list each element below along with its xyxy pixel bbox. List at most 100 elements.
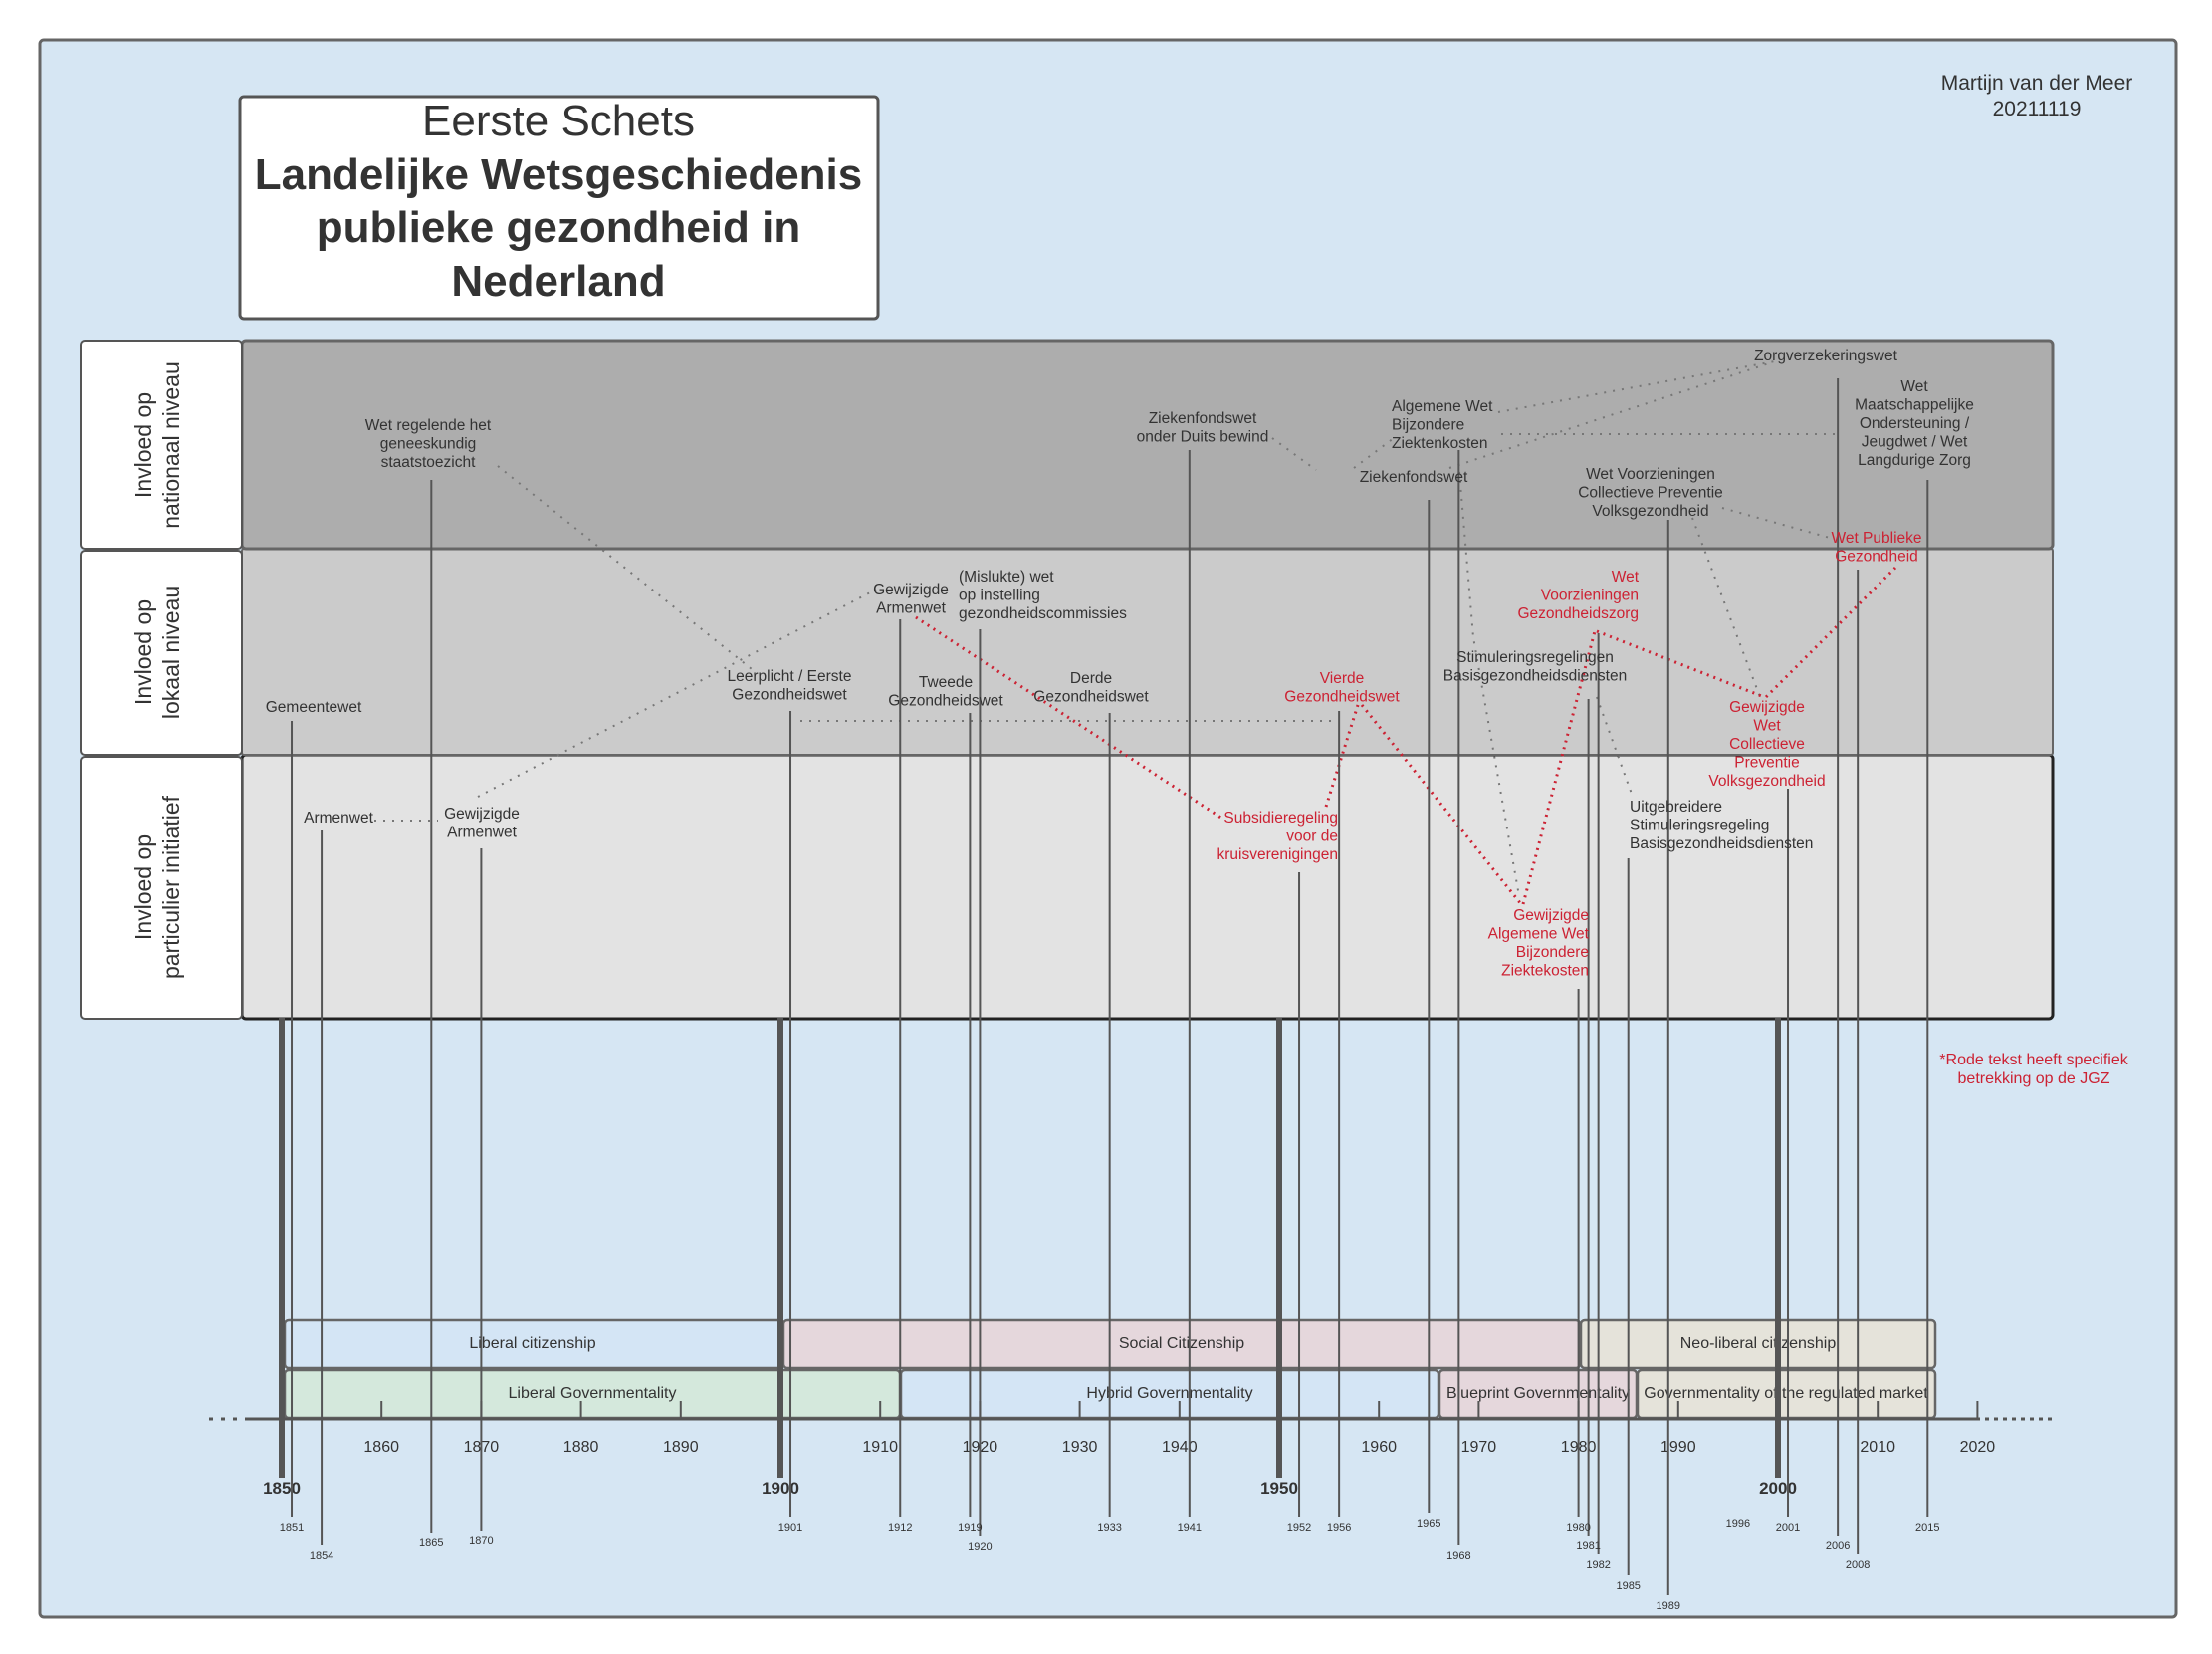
row-label-national-1: Invloed op (130, 392, 156, 498)
event-label: Voorzieningen (1541, 588, 1639, 604)
title-line-4: Nederland (451, 257, 665, 306)
decade-tick-label: 1880 (563, 1439, 599, 1456)
event-label: Basisgezondheidsdiensten (1630, 835, 1813, 852)
row-label-national-2: nationaal niveau (158, 361, 184, 529)
period-label-social-citizenship: Social Citizenship (1119, 1335, 1244, 1352)
row-label-box-national (80, 340, 243, 550)
event-label: Bijzondere (1392, 417, 1464, 434)
event-year-label: 1985 (1616, 1580, 1640, 1592)
event-label: Gezondheid (1835, 549, 1918, 566)
event-year-label: 1968 (1446, 1550, 1470, 1562)
event-labels: 1865 Wet regelende het geneeskundigstaatst… (266, 348, 1974, 1612)
event-lines (291, 378, 1929, 1595)
event-year-label: 1996 (1726, 1518, 1750, 1530)
event-year-label: 1941 (1178, 1522, 1202, 1534)
event-year-label: 1965 (1417, 1518, 1440, 1530)
event-label: onder Duits bewind (1137, 429, 1269, 446)
event-year-label: 1920 (968, 1541, 992, 1553)
event-year-label: 2001 (1776, 1522, 1800, 1534)
event-label: Ziektenkosten (1392, 435, 1488, 452)
event-year-label: 1989 (1657, 1600, 1680, 1612)
row-label-local-1: Invloed op (130, 599, 156, 705)
connector-1870-1912 (477, 589, 877, 798)
event-label: Wet (1753, 718, 1781, 735)
period-label-liberal-citizenship: Liberal citizenship (469, 1335, 595, 1352)
event-label: Volksgezondheid (1592, 503, 1708, 520)
major-tick-label: 2000 (1759, 1479, 1797, 1498)
event-label: Wet (1612, 569, 1640, 586)
band-private (240, 753, 2055, 1021)
period-label-blueprint-governmentality: Blueprint Governmentality (1446, 1385, 1630, 1402)
period-label-neoliberal-citizenship: Neo-liberal citizenship (1680, 1335, 1837, 1352)
event-label: Maatschappelijke (1855, 397, 1974, 414)
event-label: Armenwet (876, 600, 946, 617)
event-label: Gezondheidswet (1033, 689, 1149, 706)
event-label: kruisverenigingen (1217, 846, 1339, 863)
event-label: Gewijzigde (873, 582, 949, 598)
title-box (238, 95, 880, 321)
event-year-label: 1933 (1097, 1522, 1121, 1534)
event-year-label: 2015 (1915, 1522, 1939, 1534)
event-label: Gezondheidswet (1284, 689, 1400, 706)
event-label: Gezondheidswet (888, 693, 1003, 710)
event-year-label: 1919 (958, 1522, 982, 1534)
event-label: Wet Voorzieningen (1586, 466, 1715, 483)
event-label: Subsidieregeling (1223, 810, 1338, 827)
author-name: Martijn van der Meer (1941, 72, 2133, 95)
row-label-private-1: Invloed op (130, 834, 156, 940)
event-label: Wet regelende het (365, 417, 492, 434)
event-label: staatstoezicht (381, 454, 476, 471)
period-label-liberal-governmentality: Liberal Governmentality (509, 1385, 677, 1402)
event-year-label: 1952 (1287, 1522, 1311, 1534)
event-label: Uitgebreidere (1630, 799, 1722, 816)
decade-tick-label: 1940 (1162, 1439, 1198, 1456)
event-label: Ziekenfondswet (1149, 410, 1257, 427)
period-neoliberal-citizenship (1579, 1318, 1937, 1370)
event-label: Zorgverzekeringswet (1754, 348, 1898, 364)
connector-1968-1980 (1458, 471, 1520, 897)
event-year-label: 1956 (1327, 1522, 1351, 1534)
title-line-1: Eerste Schets (422, 97, 695, 145)
event-label: Wet Publieke (1831, 530, 1921, 547)
event-label: Jeugdwet / Wet (1862, 434, 1968, 451)
band-local (241, 548, 2054, 756)
event-label: Langdurige Zorg (1858, 452, 1971, 469)
event-label: Ziektekosten (1501, 963, 1589, 980)
event-year-label: 1901 (778, 1522, 802, 1534)
row-label-local-2: lokaal niveau (158, 586, 184, 719)
major-tick-label: 1900 (762, 1479, 799, 1498)
event-label: (Mislukte) wet (959, 569, 1054, 586)
event-year-label: 1912 (888, 1522, 912, 1534)
connector-red-2001-2008 (1764, 566, 1897, 699)
event-label: Algemene Wet (1392, 398, 1493, 415)
event-label: Basisgezondheidsdiensten (1443, 668, 1627, 685)
author-date: 20211119 (1993, 98, 2082, 120)
event-year-label: 2006 (1826, 1540, 1850, 1552)
event-year-label: 1980 (1566, 1522, 1590, 1534)
connectors-gray (374, 359, 1840, 897)
event-label: Tweede (919, 674, 973, 691)
event-label: Bijzondere (1516, 944, 1589, 961)
event-label: Gewijzigde (444, 806, 520, 823)
decade-tick-label: 1860 (363, 1439, 399, 1456)
event-label: op instelling (959, 588, 1040, 604)
decade-tick-label: 2020 (1960, 1439, 1996, 1456)
row-label-box-local (80, 550, 243, 756)
event-label: Gewijzigde (1513, 907, 1589, 924)
event-year-label: 1982 (1586, 1559, 1610, 1571)
decade-tick-label: 1910 (862, 1439, 898, 1456)
event-label: Gezondheidswet (732, 687, 847, 704)
decade-tick-label: 1970 (1461, 1439, 1497, 1456)
footnote-line-2: betrekking op de JGZ (1958, 1070, 2110, 1087)
event-year-label: 1854 (310, 1550, 333, 1562)
connector-red-1956-1980 (1360, 704, 1523, 905)
event-label: Collectieve (1729, 736, 1805, 753)
event-label: Leerplicht / Eerste (728, 668, 852, 685)
event-label: Gemeentewet (266, 699, 362, 716)
event-label: Wet (1900, 378, 1928, 395)
decade-tick-label: 1990 (1660, 1439, 1696, 1456)
major-tick-label: 1950 (1260, 1479, 1298, 1498)
row-label-box-private (80, 756, 243, 1020)
decade-tick-label: 1890 (663, 1439, 699, 1456)
event-label: Vierde (1320, 670, 1365, 687)
